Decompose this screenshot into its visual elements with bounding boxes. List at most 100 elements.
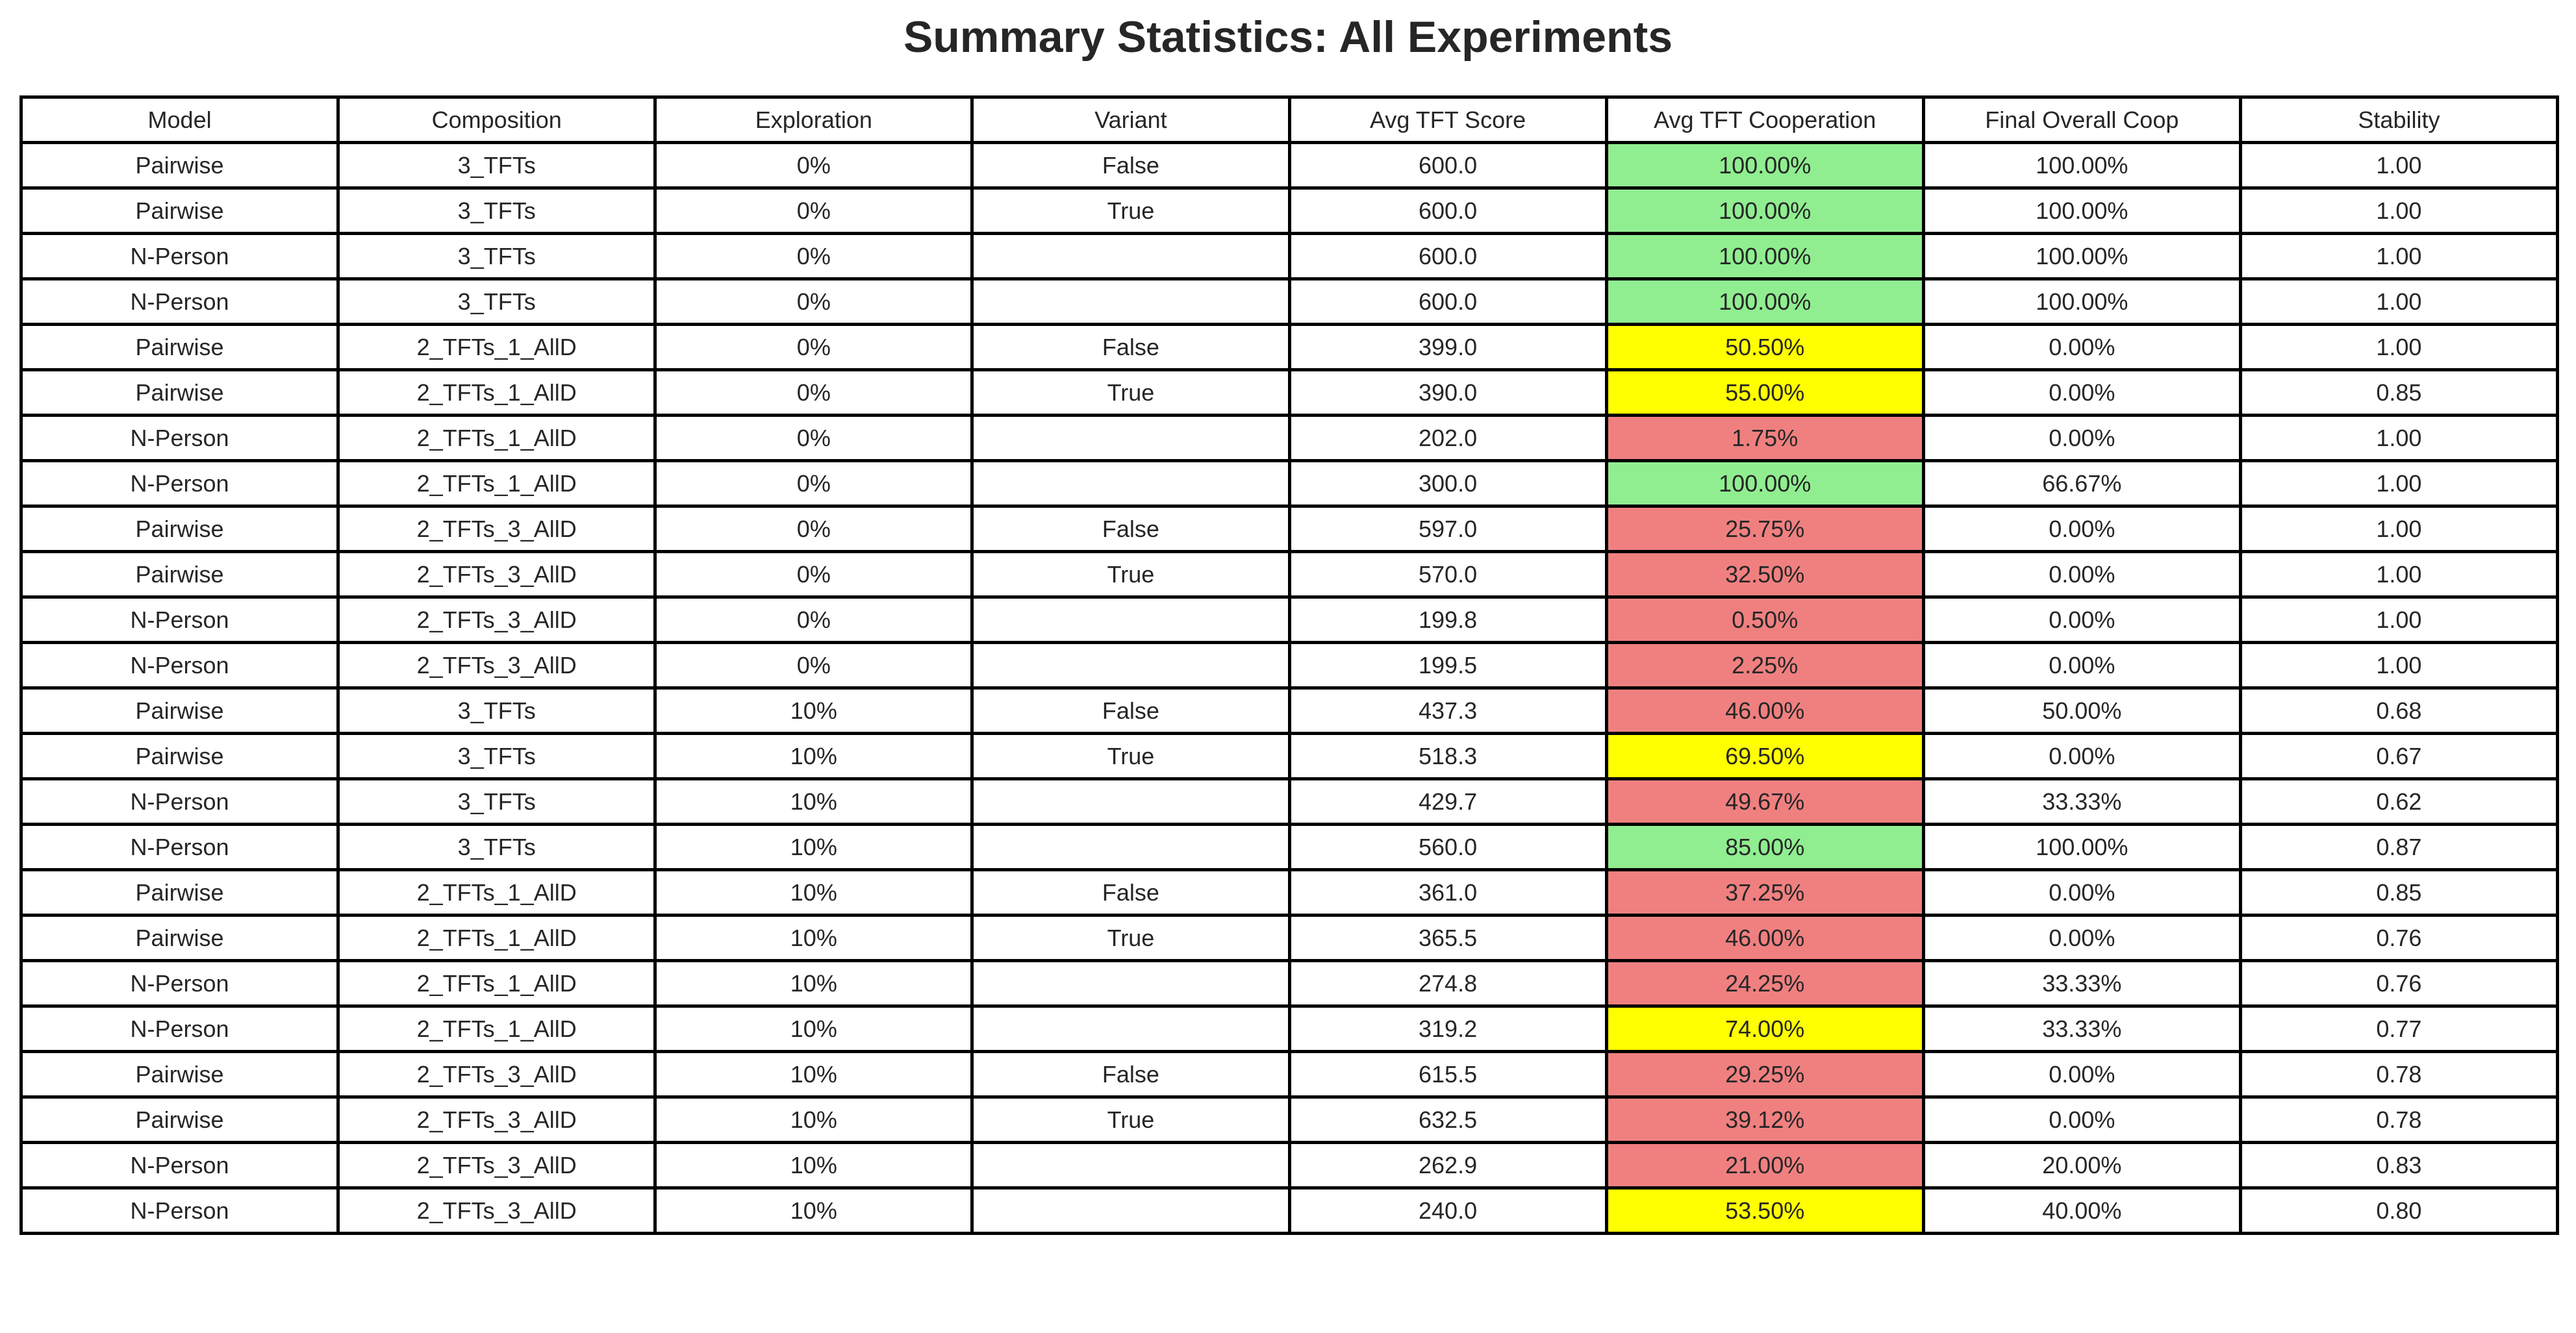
stability-cell: 1.00 (2238, 595, 2560, 644)
composition-cell: 2_TFTs_1_AllD (336, 459, 657, 508)
exploration-cell: 10% (653, 959, 974, 1008)
avg-tft-cooperation-cell: 25.75% (1604, 505, 1925, 553)
table-row: Pairwise 2_TFTs_1_AllD 0% False 399.0 50.50% 0… (19, 323, 2560, 371)
variant-cell: False (970, 141, 1291, 190)
avg-tft-score-cell: 202.0 (1287, 414, 1608, 462)
variant-cell (970, 459, 1291, 508)
avg-tft-cooperation-cell: 100.00% (1604, 232, 1925, 280)
stability-cell: 1.00 (2238, 459, 2560, 508)
variant-cell (970, 959, 1291, 1008)
avg-tft-cooperation-cell: 2.25% (1604, 641, 1925, 690)
avg-tft-cooperation-cell: 100.00% (1604, 141, 1925, 190)
final-overall-coop-cell: 0.00% (1921, 368, 2242, 417)
stability-cell: 0.87 (2238, 823, 2560, 871)
exploration-cell: 10% (653, 686, 974, 735)
avg-tft-score-cell: 199.5 (1287, 641, 1608, 690)
composition-cell: 2_TFTs_3_AllD (336, 1141, 657, 1190)
header-avg-tft-score: Avg TFT Score (1287, 95, 1608, 144)
model-cell: N-Person (19, 459, 340, 508)
composition-cell: 3_TFTs (336, 186, 657, 235)
stability-cell: 1.00 (2238, 141, 2560, 190)
exploration-cell: 10% (653, 777, 974, 826)
table-row: Pairwise 2_TFTs_3_AllD 10% True 632.5 39.12% 0… (19, 1095, 2560, 1144)
table-row: N-Person 3_TFTs 10% 560.0 85.00% 100.00% 0.87 (19, 823, 2560, 871)
composition-cell: 2_TFTs_1_AllD (336, 868, 657, 917)
stability-cell: 1.00 (2238, 414, 2560, 462)
exploration-cell: 0% (653, 641, 974, 690)
avg-tft-score-cell: 390.0 (1287, 368, 1608, 417)
composition-cell: 2_TFTs_3_AllD (336, 595, 657, 644)
table-row: Pairwise 2_TFTs_3_AllD 0% False 597.0 25.75% 0… (19, 505, 2560, 553)
model-cell: N-Person (19, 277, 340, 326)
model-cell: Pairwise (19, 186, 340, 235)
exploration-cell: 0% (653, 550, 974, 599)
stability-cell: 1.00 (2238, 277, 2560, 326)
stability-cell: 0.78 (2238, 1095, 2560, 1144)
stability-cell: 0.83 (2238, 1141, 2560, 1190)
table-header-row: Model Composition Exploration Variant Av… (19, 95, 2560, 144)
header-model: Model (19, 95, 340, 144)
exploration-cell: 10% (653, 1050, 974, 1099)
model-cell: Pairwise (19, 914, 340, 962)
avg-tft-score-cell: 361.0 (1287, 868, 1608, 917)
avg-tft-score-cell: 199.8 (1287, 595, 1608, 644)
model-cell: Pairwise (19, 368, 340, 417)
final-overall-coop-cell: 100.00% (1921, 232, 2242, 280)
header-exploration: Exploration (653, 95, 974, 144)
table-row: N-Person 3_TFTs 0% 600.0 100.00% 100.00% 1.00 (19, 277, 2560, 326)
final-overall-coop-cell: 100.00% (1921, 141, 2242, 190)
exploration-cell: 10% (653, 868, 974, 917)
stability-cell: 1.00 (2238, 323, 2560, 371)
exploration-cell: 0% (653, 323, 974, 371)
exploration-cell: 0% (653, 277, 974, 326)
exploration-cell: 10% (653, 732, 974, 780)
table-row: N-Person 2_TFTs_1_AllD 0% 300.0 100.00% 66.67… (19, 459, 2560, 508)
composition-cell: 2_TFTs_1_AllD (336, 323, 657, 371)
final-overall-coop-cell: 40.00% (1921, 1186, 2242, 1235)
final-overall-coop-cell: 0.00% (1921, 414, 2242, 462)
model-cell: N-Person (19, 777, 340, 826)
variant-cell: False (970, 686, 1291, 735)
variant-cell: False (970, 1050, 1291, 1099)
avg-tft-cooperation-cell: 24.25% (1604, 959, 1925, 1008)
exploration-cell: 0% (653, 141, 974, 190)
avg-tft-score-cell: 437.3 (1287, 686, 1608, 735)
composition-cell: 3_TFTs (336, 141, 657, 190)
stability-cell: 0.78 (2238, 1050, 2560, 1099)
table-row: N-Person 2_TFTs_3_AllD 10% 262.9 21.00% 20.00… (19, 1141, 2560, 1190)
avg-tft-cooperation-cell: 55.00% (1604, 368, 1925, 417)
model-cell: Pairwise (19, 323, 340, 371)
final-overall-coop-cell: 33.33% (1921, 777, 2242, 826)
composition-cell: 2_TFTs_3_AllD (336, 550, 657, 599)
avg-tft-cooperation-cell: 21.00% (1604, 1141, 1925, 1190)
stability-cell: 0.85 (2238, 868, 2560, 917)
composition-cell: 2_TFTs_1_AllD (336, 414, 657, 462)
composition-cell: 2_TFTs_3_AllD (336, 1095, 657, 1144)
final-overall-coop-cell: 0.00% (1921, 868, 2242, 917)
final-overall-coop-cell: 0.00% (1921, 550, 2242, 599)
exploration-cell: 10% (653, 1141, 974, 1190)
exploration-cell: 10% (653, 1095, 974, 1144)
variant-cell (970, 595, 1291, 644)
stability-cell: 1.00 (2238, 550, 2560, 599)
stability-cell: 1.00 (2238, 232, 2560, 280)
final-overall-coop-cell: 0.00% (1921, 595, 2242, 644)
stability-cell: 0.67 (2238, 732, 2560, 780)
avg-tft-cooperation-cell: 0.50% (1604, 595, 1925, 644)
model-cell: Pairwise (19, 505, 340, 553)
variant-cell: False (970, 505, 1291, 553)
table-row: N-Person 3_TFTs 10% 429.7 49.67% 33.33% 0.62 (19, 777, 2560, 826)
exploration-cell: 0% (653, 595, 974, 644)
variant-cell (970, 823, 1291, 871)
model-cell: Pairwise (19, 1050, 340, 1099)
variant-cell: True (970, 368, 1291, 417)
model-cell: N-Person (19, 595, 340, 644)
avg-tft-score-cell: 560.0 (1287, 823, 1608, 871)
model-cell: N-Person (19, 1141, 340, 1190)
header-final-overall-coop: Final Overall Coop (1921, 95, 2242, 144)
composition-cell: 2_TFTs_3_AllD (336, 1186, 657, 1235)
model-cell: Pairwise (19, 686, 340, 735)
final-overall-coop-cell: 100.00% (1921, 277, 2242, 326)
exploration-cell: 0% (653, 459, 974, 508)
exploration-cell: 10% (653, 1004, 974, 1053)
